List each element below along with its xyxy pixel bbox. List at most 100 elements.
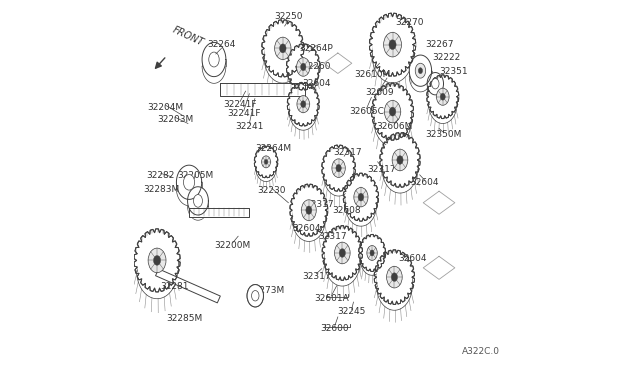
Text: 32230: 32230 <box>257 186 286 195</box>
Ellipse shape <box>247 285 264 307</box>
Ellipse shape <box>289 85 317 124</box>
Text: 32203M: 32203M <box>157 115 193 124</box>
Ellipse shape <box>280 44 286 53</box>
Ellipse shape <box>385 100 401 123</box>
Ellipse shape <box>255 148 276 176</box>
Ellipse shape <box>301 63 306 71</box>
Ellipse shape <box>354 187 368 207</box>
Ellipse shape <box>358 193 364 201</box>
Ellipse shape <box>367 246 378 260</box>
Text: 32250: 32250 <box>274 12 303 21</box>
Polygon shape <box>220 83 305 96</box>
Ellipse shape <box>336 164 341 172</box>
Ellipse shape <box>392 149 408 171</box>
Ellipse shape <box>387 266 402 288</box>
Ellipse shape <box>374 86 411 137</box>
Ellipse shape <box>391 273 397 282</box>
Text: 32317: 32317 <box>319 232 348 241</box>
Ellipse shape <box>397 155 403 164</box>
Text: 32264: 32264 <box>207 40 236 49</box>
Ellipse shape <box>252 291 259 301</box>
Ellipse shape <box>346 176 376 218</box>
Text: 32222: 32222 <box>433 53 461 62</box>
Ellipse shape <box>262 156 271 168</box>
Ellipse shape <box>370 250 374 256</box>
Text: 32241: 32241 <box>235 122 264 131</box>
Ellipse shape <box>324 229 360 277</box>
Ellipse shape <box>339 248 346 257</box>
Text: 32245: 32245 <box>337 307 366 316</box>
Ellipse shape <box>177 165 202 199</box>
Text: 32606M: 32606M <box>376 122 413 131</box>
Text: 32264M: 32264M <box>255 144 292 153</box>
Ellipse shape <box>332 159 346 177</box>
Text: 32260: 32260 <box>302 62 330 71</box>
Text: 32273M: 32273M <box>248 286 284 295</box>
Ellipse shape <box>360 237 384 269</box>
Text: 32204M: 32204M <box>148 103 184 112</box>
Ellipse shape <box>184 174 195 190</box>
Ellipse shape <box>247 285 264 307</box>
Text: 32600: 32600 <box>321 324 349 333</box>
Ellipse shape <box>301 101 306 108</box>
Text: 32241F: 32241F <box>227 109 260 118</box>
Ellipse shape <box>431 78 439 89</box>
Ellipse shape <box>324 148 353 189</box>
Text: 32317: 32317 <box>333 148 362 157</box>
Ellipse shape <box>429 77 457 116</box>
Ellipse shape <box>306 206 312 214</box>
Text: A322C.0: A322C.0 <box>463 347 500 356</box>
Polygon shape <box>189 208 250 217</box>
Ellipse shape <box>389 107 396 116</box>
Ellipse shape <box>410 55 431 86</box>
Ellipse shape <box>382 136 418 184</box>
Text: 32317: 32317 <box>367 165 396 174</box>
Text: 32282: 32282 <box>147 171 175 180</box>
Ellipse shape <box>383 32 401 57</box>
Ellipse shape <box>296 58 310 76</box>
Ellipse shape <box>264 23 301 74</box>
Text: 32205M: 32205M <box>177 171 214 180</box>
Ellipse shape <box>292 187 326 233</box>
Ellipse shape <box>275 37 291 60</box>
Ellipse shape <box>289 46 318 87</box>
Text: 32267: 32267 <box>425 40 453 49</box>
Text: 32317: 32317 <box>302 272 331 280</box>
Text: 32604: 32604 <box>411 178 439 187</box>
Text: 32608: 32608 <box>332 206 361 215</box>
Ellipse shape <box>202 42 226 77</box>
Ellipse shape <box>372 17 413 73</box>
Text: FRONT: FRONT <box>170 25 205 48</box>
Text: 32604: 32604 <box>398 254 426 263</box>
Text: 32264P: 32264P <box>300 44 333 53</box>
Text: 32281: 32281 <box>161 282 189 291</box>
Ellipse shape <box>193 195 202 207</box>
Text: 32285M: 32285M <box>166 314 202 323</box>
Text: 32351: 32351 <box>439 67 467 76</box>
Text: 32200M: 32200M <box>214 241 251 250</box>
Text: 32609: 32609 <box>365 88 394 97</box>
Ellipse shape <box>389 40 396 49</box>
Text: 32283M: 32283M <box>144 185 180 194</box>
Ellipse shape <box>297 96 310 113</box>
Ellipse shape <box>376 253 412 301</box>
Text: 32604: 32604 <box>292 224 321 233</box>
Ellipse shape <box>436 88 449 105</box>
Ellipse shape <box>335 242 350 264</box>
Text: 32241F: 32241F <box>223 100 257 109</box>
Ellipse shape <box>136 232 177 288</box>
Text: 32317: 32317 <box>306 200 334 209</box>
Text: 32604: 32604 <box>302 79 330 88</box>
Ellipse shape <box>427 73 444 95</box>
Ellipse shape <box>415 63 426 78</box>
Ellipse shape <box>419 68 422 74</box>
Ellipse shape <box>154 256 161 265</box>
Ellipse shape <box>264 160 268 164</box>
Ellipse shape <box>440 93 445 100</box>
Text: 32605C: 32605C <box>349 107 384 116</box>
Ellipse shape <box>188 187 209 215</box>
Text: 32350M: 32350M <box>426 130 461 139</box>
Text: 32270: 32270 <box>395 18 424 27</box>
Ellipse shape <box>301 200 316 221</box>
Polygon shape <box>156 269 220 303</box>
